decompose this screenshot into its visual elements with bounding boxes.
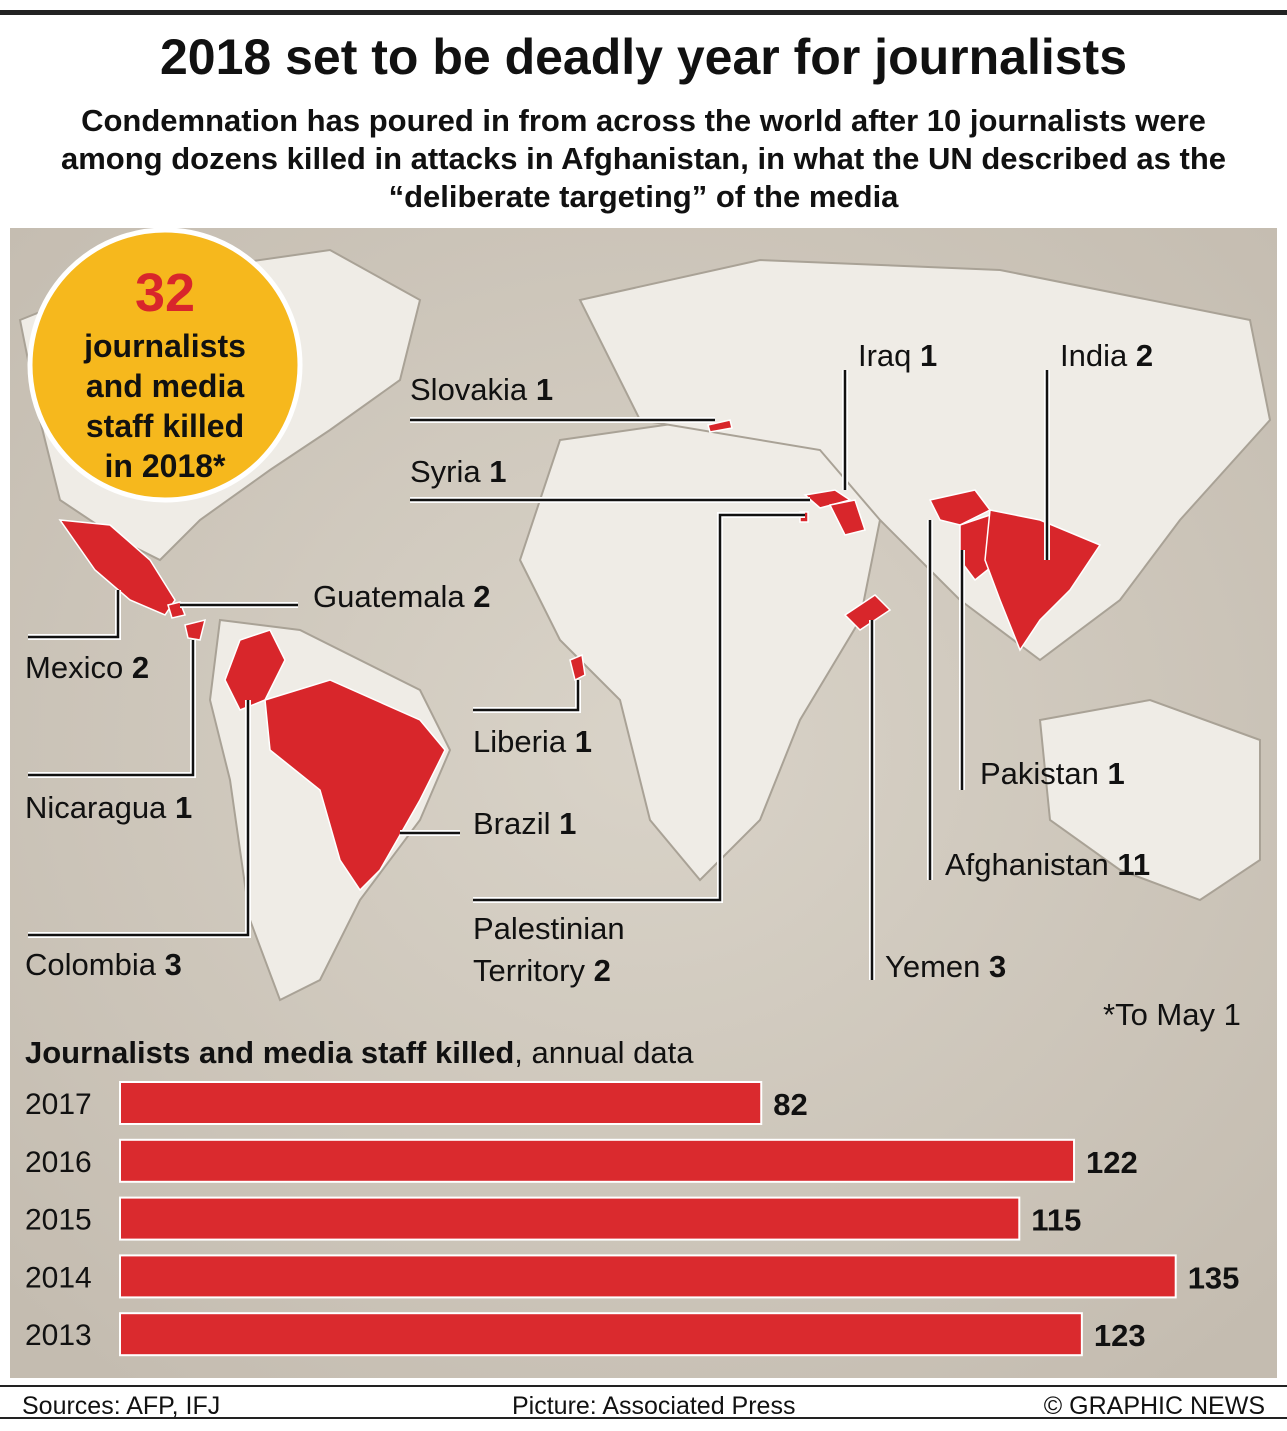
y-tick-label: 2017 (25, 1088, 92, 1121)
map-label: Colombia 3 (25, 948, 182, 982)
country: Brazil (473, 806, 551, 841)
chart-title-bold: Journalists and media staff killed (25, 1035, 515, 1070)
country: Colombia (25, 947, 156, 982)
country: Slovakia (410, 372, 528, 407)
title: 2018 set to be deadly year for journalis… (159, 29, 1128, 85)
callout-circle (27, 227, 303, 503)
count: 1 (559, 806, 577, 841)
y-tick-label: 2013 (25, 1319, 92, 1352)
country: Yemen (885, 949, 981, 984)
data-label: 135 (1188, 1260, 1240, 1295)
map-label: Palestinian Territory 2 (473, 908, 693, 992)
map-label: Liberia 1 (473, 725, 592, 759)
count: 3 (164, 947, 182, 982)
country: Palestinian Territory (473, 911, 625, 988)
country: India (1060, 338, 1128, 373)
bar (119, 1196, 1021, 1241)
count: 1 (174, 790, 193, 825)
footnote: *To May 1 (1103, 997, 1241, 1032)
map-label: Pakistan 1 (980, 757, 1125, 791)
count: 2 (473, 579, 491, 614)
map-label: Iraq 1 (858, 339, 937, 373)
bar (119, 1312, 1083, 1357)
footer-rule (0, 1385, 1287, 1387)
country: Mexico (25, 650, 124, 685)
subtitle: Condemnation has poured in from across t… (60, 103, 1226, 214)
bar (119, 1254, 1177, 1299)
y-tick-label: 2015 (25, 1204, 92, 1237)
top-rule (0, 10, 1287, 15)
map-label: Yemen 3 (885, 950, 1006, 984)
country: Guatemala (313, 579, 465, 614)
count: 2 (1135, 338, 1154, 373)
map-label: Guatemala 2 (313, 580, 491, 614)
count: 11 (1117, 847, 1151, 882)
y-tick-label: 2016 (25, 1146, 92, 1179)
count: 1 (920, 338, 938, 373)
country: Nicaragua (25, 790, 167, 825)
data-label: 82 (773, 1087, 807, 1122)
data-label: 123 (1094, 1318, 1146, 1353)
country: Iraq (858, 338, 912, 373)
map-label: Syria 1 (410, 455, 507, 489)
data-label: 115 (1031, 1203, 1081, 1238)
bar (119, 1138, 1076, 1183)
count: 2 (593, 953, 611, 988)
map-label: Afghanistan 11 (945, 848, 1150, 882)
country: Syria (410, 454, 481, 489)
sources: Sources: AFP, IFJ (22, 1392, 221, 1420)
count: 1 (574, 724, 592, 759)
callout-value: 32 (134, 263, 196, 323)
chart-title-suffix: , annual data (514, 1035, 694, 1070)
country: Pakistan (980, 756, 1099, 791)
map-label: Nicaragua 1 (25, 791, 192, 825)
count: 1 (1107, 756, 1125, 791)
map-label: Mexico 2 (25, 651, 149, 685)
data-label: 122 (1086, 1145, 1138, 1180)
highlighted-countries (58, 419, 1102, 892)
chart-title: Journalists and media staff killed, annu… (25, 1036, 694, 1070)
count: 2 (131, 650, 150, 685)
bottom-rule (0, 1417, 1287, 1419)
count: 1 (535, 372, 554, 407)
bar (119, 1081, 763, 1125)
country: Afghanistan (945, 847, 1109, 882)
callout-text: journalists and media staff killed in 20… (84, 328, 246, 484)
leader-lines (28, 370, 1049, 980)
country: Liberia (473, 724, 567, 759)
bar-chart: 2017 82 2016 122 2015 115 2014 135 2013 123 (25, 1081, 1240, 1357)
credit: © GRAPHIC NEWS (1043, 1392, 1265, 1420)
map-label: India 2 (1060, 339, 1153, 373)
y-tick-label: 2014 (25, 1261, 92, 1294)
count: 1 (489, 454, 507, 489)
count: 3 (989, 949, 1007, 984)
map-label: Brazil 1 (473, 807, 576, 841)
map-label: Slovakia 1 (410, 373, 553, 407)
picture-credit: Picture: Associated Press (512, 1392, 796, 1420)
